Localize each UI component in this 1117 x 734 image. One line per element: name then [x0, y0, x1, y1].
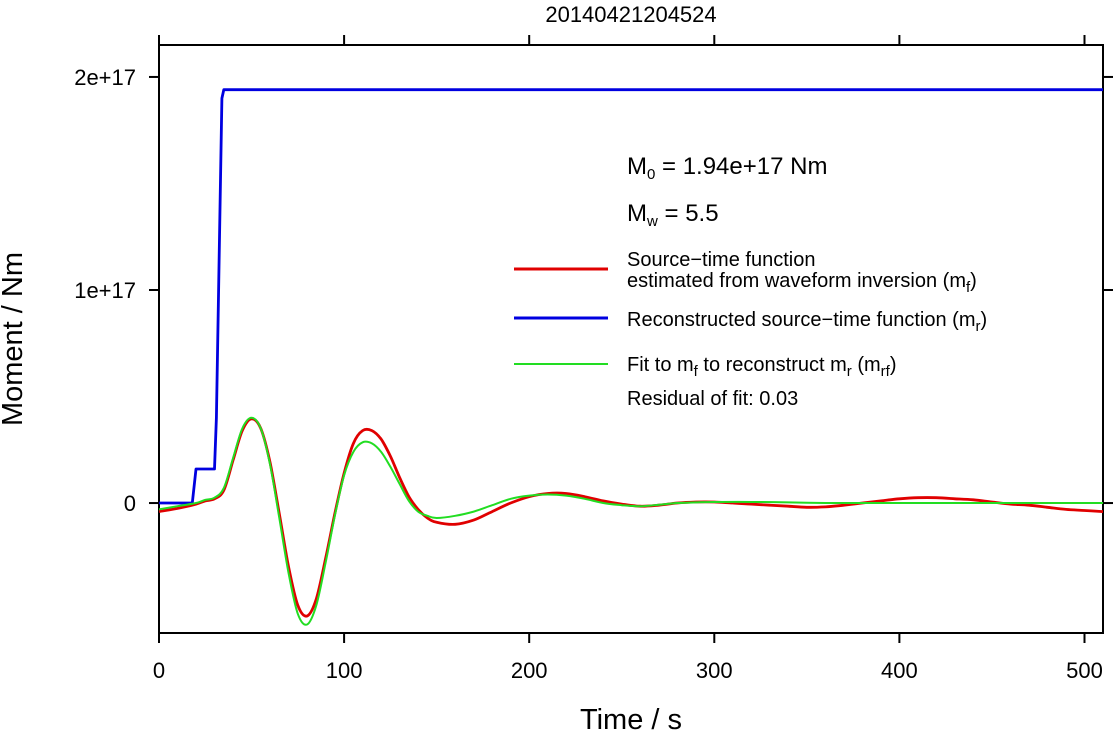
x-tick-label: 100	[326, 658, 363, 683]
x-tick-label: 200	[511, 658, 548, 683]
annotation-residual: Residual of fit: 0.03	[627, 388, 798, 410]
y-tick-label: 1e+17	[74, 278, 136, 303]
x-axis-title: Time / s	[580, 704, 682, 734]
plot-frame	[158, 44, 1104, 634]
series-reconstructed-stf	[159, 88, 1103, 505]
chart-title: 20140421204524	[545, 2, 716, 27]
series-fit-rf	[158, 416, 1103, 626]
y-axis-title: Moment / Nm	[0, 252, 29, 426]
legend-label: estimated from waveform inversion (mf)	[627, 270, 977, 296]
x-tick-label: 500	[1066, 658, 1103, 683]
legend-label: Fit to mf to reconstruct mr (mrf)	[627, 354, 897, 380]
legend-label: Reconstructed source−time function (mr)	[627, 309, 987, 335]
y-tick-label: 2e+17	[74, 65, 136, 90]
ticks: 0 100 200 300 400 500 0 1e+17 2e+17	[74, 35, 1113, 683]
x-tick-label: 400	[881, 658, 918, 683]
annotation-m0: M0 = 1.94e+17 Nm	[627, 153, 827, 183]
series-estimated-stf	[158, 417, 1104, 618]
x-tick-label: 0	[153, 658, 165, 683]
y-tick-label: 0	[124, 491, 136, 516]
x-tick-label: 300	[696, 658, 733, 683]
annotation-mw: Mw = 5.5	[627, 200, 719, 230]
legend-label: Source−time function	[627, 249, 815, 271]
annotations: M0 = 1.94e+17 Nm Mw = 5.5 Residual of fit:…	[627, 153, 827, 410]
series-group	[158, 88, 1104, 626]
